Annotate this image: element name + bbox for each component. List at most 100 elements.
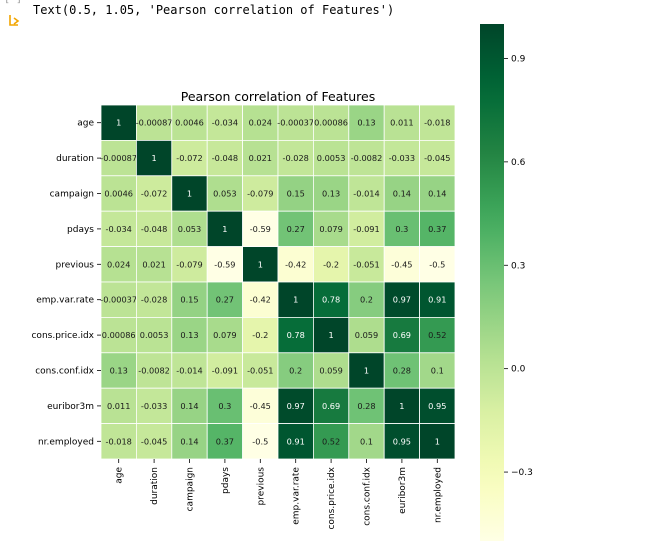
cell-value-label: -0.00087 — [100, 153, 137, 163]
cell-value-label: -0.045 — [424, 153, 450, 163]
cell-value-label: 1 — [222, 224, 227, 234]
cell-value-label: 0.00086 — [102, 330, 136, 340]
heatmap-cell — [100, 210, 137, 247]
y-tick-labels: age duration campaign pdays previous emp.var.… — [31, 119, 101, 447]
cell-value-label: 0.053 — [213, 189, 236, 199]
cell-value-label: 0.024 — [249, 118, 272, 128]
heatmap-cell — [383, 210, 421, 247]
cell-value-label: -0.014 — [353, 189, 379, 199]
heatmap-cell — [419, 423, 456, 460]
cell-value-label: -0.048 — [212, 153, 238, 163]
x-tick-label: previous — [256, 467, 266, 506]
heatmap-cell — [348, 281, 385, 318]
cell-value-label: 1 — [364, 366, 369, 376]
heatmap-cell — [277, 387, 314, 425]
cell-value-label: 1 — [435, 436, 440, 446]
heatmap-cell — [171, 352, 208, 389]
cell-value-label: 0.3 — [218, 401, 231, 411]
cell-value-label: 0.14 — [393, 189, 411, 199]
output-arrow-icon[interactable] — [7, 13, 21, 27]
heatmap-cell — [348, 139, 385, 177]
cell-value-label: 0.021 — [142, 259, 165, 269]
heatmap-cell — [135, 175, 173, 212]
heatmap-cell — [171, 139, 208, 177]
cell-value-label: -0.034 — [105, 224, 131, 234]
cell-value-label: 1 — [258, 259, 263, 269]
cell-value-label: 1 — [293, 295, 298, 305]
cell-value-label: -0.033 — [141, 401, 167, 411]
colorbar-tick-label: 0.9 — [511, 54, 526, 64]
cell-value-label: -0.072 — [141, 189, 167, 199]
heatmap-cell — [312, 139, 350, 177]
cell-value-label: 0.011 — [390, 118, 413, 128]
y-tick-label: nr.employed — [38, 437, 94, 447]
cell-value-label: 0.13 — [180, 330, 198, 340]
heatmap-cell — [242, 104, 279, 141]
cell-value-label: -0.5 — [252, 436, 268, 446]
heatmap-cell — [135, 281, 173, 318]
cell-value-label: -0.00037 — [100, 295, 137, 305]
cell-value-label: 0.3 — [395, 224, 408, 234]
heatmap-cell — [242, 316, 279, 354]
heatmap-cell — [242, 246, 279, 283]
y-tick-label: emp.var.rate — [36, 296, 94, 306]
cell-value-label: 0.95 — [393, 436, 411, 446]
colorbar-tick-label: −0.3 — [511, 468, 533, 478]
cell-value-label: 0.0046 — [104, 189, 133, 199]
cell-value-label: -0.079 — [247, 189, 273, 199]
cell-value-label: 0.0053 — [140, 330, 169, 340]
cell-value-label: 0.2 — [360, 295, 373, 305]
heatmap-cell — [312, 210, 350, 247]
cell-value-label: 0.14 — [180, 401, 198, 411]
x-tick-label: campaign — [186, 467, 196, 511]
heatmap-cell — [171, 387, 208, 425]
x-tick-labels: age duration campaign pdays previous emp.var.… — [115, 459, 443, 530]
cell-value-label: -0.2 — [323, 259, 339, 269]
cell-value-label: -0.045 — [141, 436, 167, 446]
heatmap-cell — [206, 139, 243, 177]
heatmap-cell — [242, 387, 279, 425]
y-tick-label: duration — [56, 154, 94, 164]
cell-value-label: 0.97 — [287, 401, 305, 411]
heatmap-cell — [277, 423, 314, 460]
cell-value-label: 0.27 — [287, 224, 305, 234]
heatmap-cell — [100, 316, 137, 354]
heatmap-cell — [171, 281, 208, 318]
cell-value-label: 0.95 — [428, 401, 446, 411]
colorbar-tick-label: 0.6 — [511, 158, 526, 168]
cell-value-label: -0.051 — [353, 259, 379, 269]
cell-value-label: -0.072 — [176, 153, 202, 163]
cell-value-label: -0.2 — [252, 330, 268, 340]
cell-value-label: 1 — [151, 153, 156, 163]
cell-value-label: -0.014 — [176, 366, 202, 376]
heatmap-cell — [171, 246, 208, 283]
cell-value-label: -0.018 — [105, 436, 131, 446]
cell-value-label: 0.52 — [322, 436, 340, 446]
cell-value-label: 0.13 — [357, 118, 375, 128]
heatmap-cell — [348, 175, 385, 212]
cell-value-label: 0.91 — [287, 436, 305, 446]
heatmap-cells: 1 -0.00087 0.0046 -0.034 0.024 -0.00037 0.0008… — [100, 104, 456, 460]
heatmap-cell — [242, 423, 279, 460]
cell-value-label: -0.45 — [391, 259, 412, 269]
heatmap-cell — [206, 352, 243, 389]
cell-value-label: -0.033 — [389, 153, 415, 163]
cell-value-label: 0.021 — [249, 153, 272, 163]
cell-value-label: 0.69 — [322, 401, 340, 411]
cell-value-label: 0.0046 — [175, 118, 204, 128]
cell-value-label: 0.78 — [322, 295, 340, 305]
y-tick-label: cons.conf.idx — [35, 367, 94, 377]
cell-value-label: 0.00086 — [314, 118, 348, 128]
heatmap-cell — [206, 210, 243, 247]
heatmap-cell — [419, 352, 456, 389]
x-tick-label: emp.var.rate — [292, 467, 302, 525]
cell-value-label: 0.059 — [319, 366, 342, 376]
cell-value-label: -0.034 — [212, 118, 238, 128]
cell-value-label: -0.59 — [250, 224, 271, 234]
heatmap-cell — [206, 175, 243, 212]
heatmap-cell — [419, 246, 456, 283]
cell-value-label: 0.37 — [428, 224, 446, 234]
x-tick-label: cons.price.idx — [327, 466, 337, 529]
heatmap-cell — [419, 316, 456, 354]
